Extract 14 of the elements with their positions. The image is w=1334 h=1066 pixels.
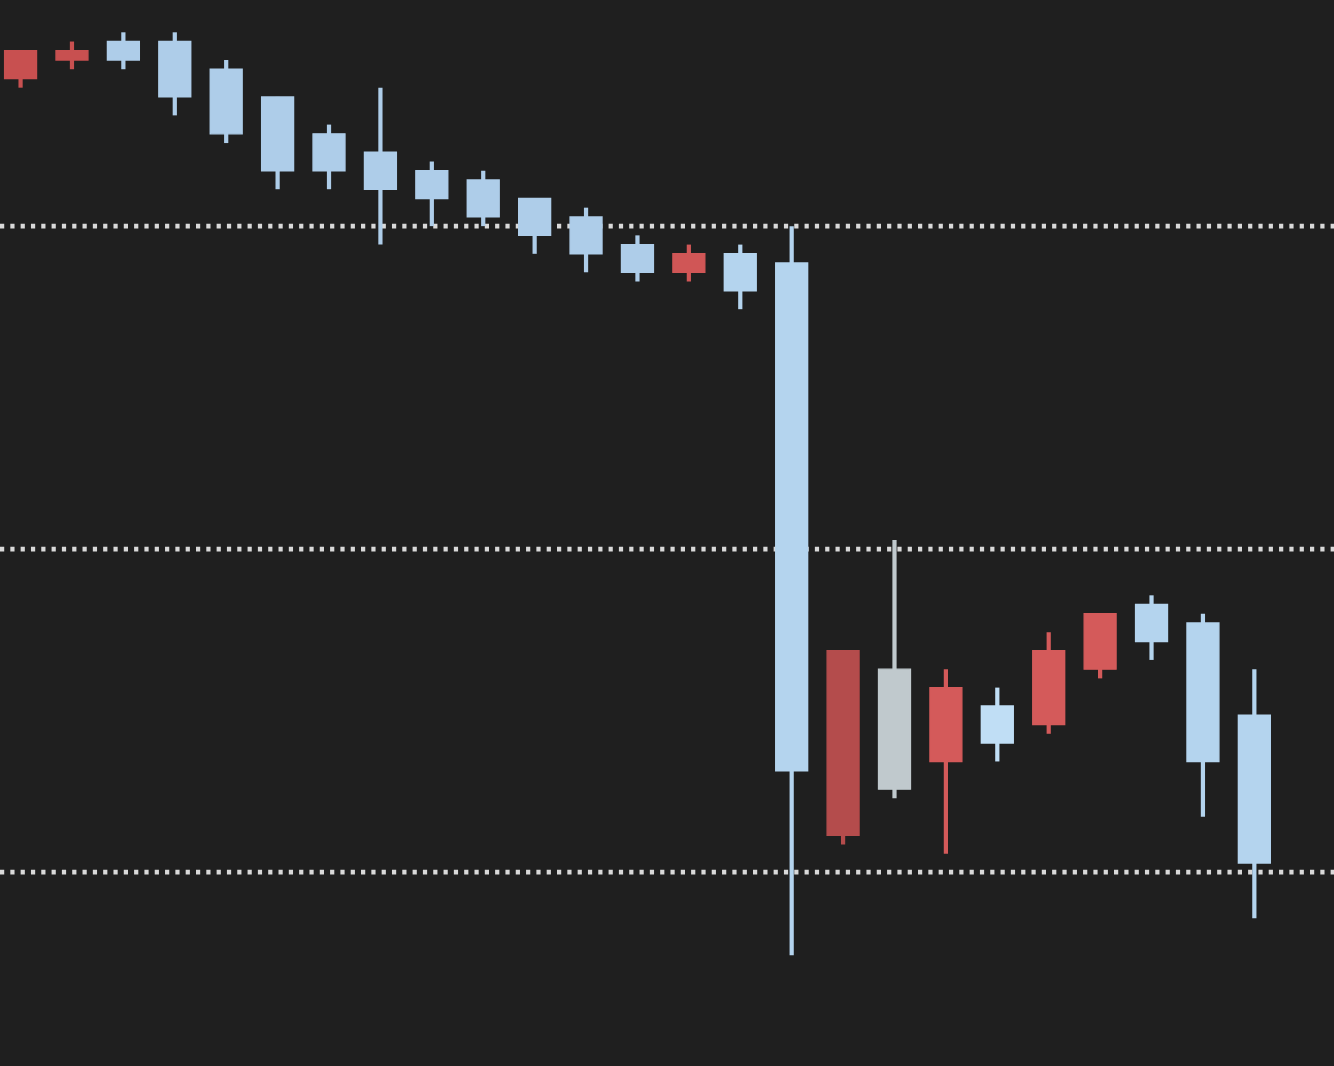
candlestick	[723, 242, 757, 312]
candlestick	[569, 205, 603, 275]
candlestick	[312, 122, 346, 192]
candlestick	[106, 30, 141, 72]
candlestick	[3, 48, 38, 90]
candlestick	[980, 685, 1014, 764]
candlestick	[55, 39, 89, 72]
candlestick	[620, 233, 655, 284]
candlestick	[1134, 593, 1169, 663]
candlestick	[517, 196, 552, 256]
candlestick	[415, 159, 449, 229]
candlestick	[672, 242, 706, 284]
candlestick	[363, 85, 398, 247]
candlestick	[466, 168, 500, 229]
